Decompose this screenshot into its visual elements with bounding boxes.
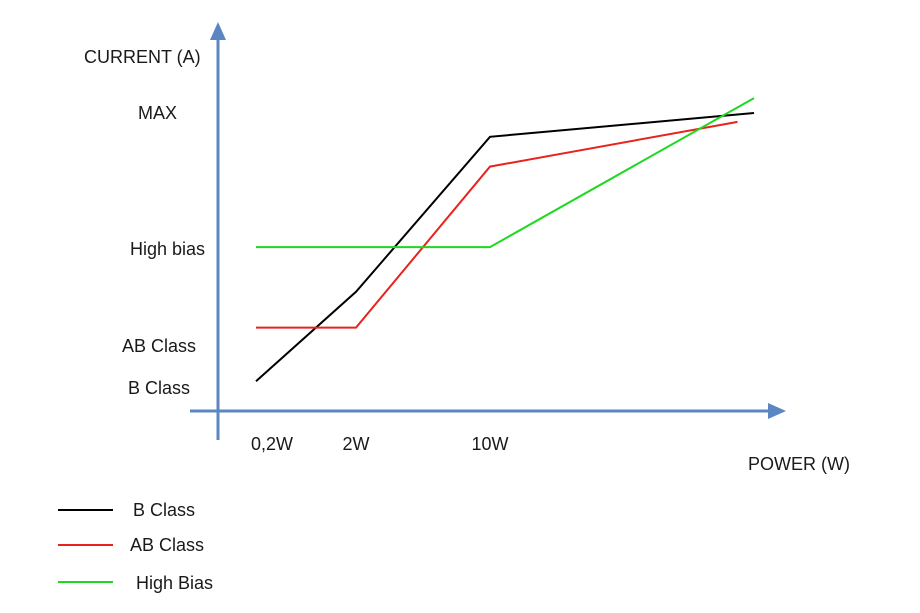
y-tick-label-ab-class: AB Class <box>122 336 196 356</box>
x-tick-label-2w: 2W <box>343 434 370 454</box>
axes <box>190 22 786 440</box>
legend-label-b-class: B Class <box>133 500 195 520</box>
series-layer <box>255 97 755 382</box>
legend-label-ab-class: AB Class <box>130 535 204 555</box>
series-line-high-bias <box>256 97 755 249</box>
y-tick-label-b-class: B Class <box>128 378 190 398</box>
legend-label-high-bias: High Bias <box>136 573 213 593</box>
series-line-b-class <box>255 112 755 382</box>
x-tick-label-0-2w: 0,2W <box>251 434 293 454</box>
legend: B Class AB Class High Bias <box>58 500 213 593</box>
y-axis-arrowhead <box>210 22 226 40</box>
series-line-ab-class <box>256 120 738 329</box>
y-tick-label-high-bias: High bias <box>130 239 205 259</box>
x-tick-label-10w: 10W <box>471 434 508 454</box>
y-axis-title: CURRENT (A) <box>84 47 201 67</box>
x-axis-arrowhead <box>768 403 786 419</box>
x-axis-title: POWER (W) <box>748 454 850 474</box>
y-tick-label-max: MAX <box>138 103 177 123</box>
